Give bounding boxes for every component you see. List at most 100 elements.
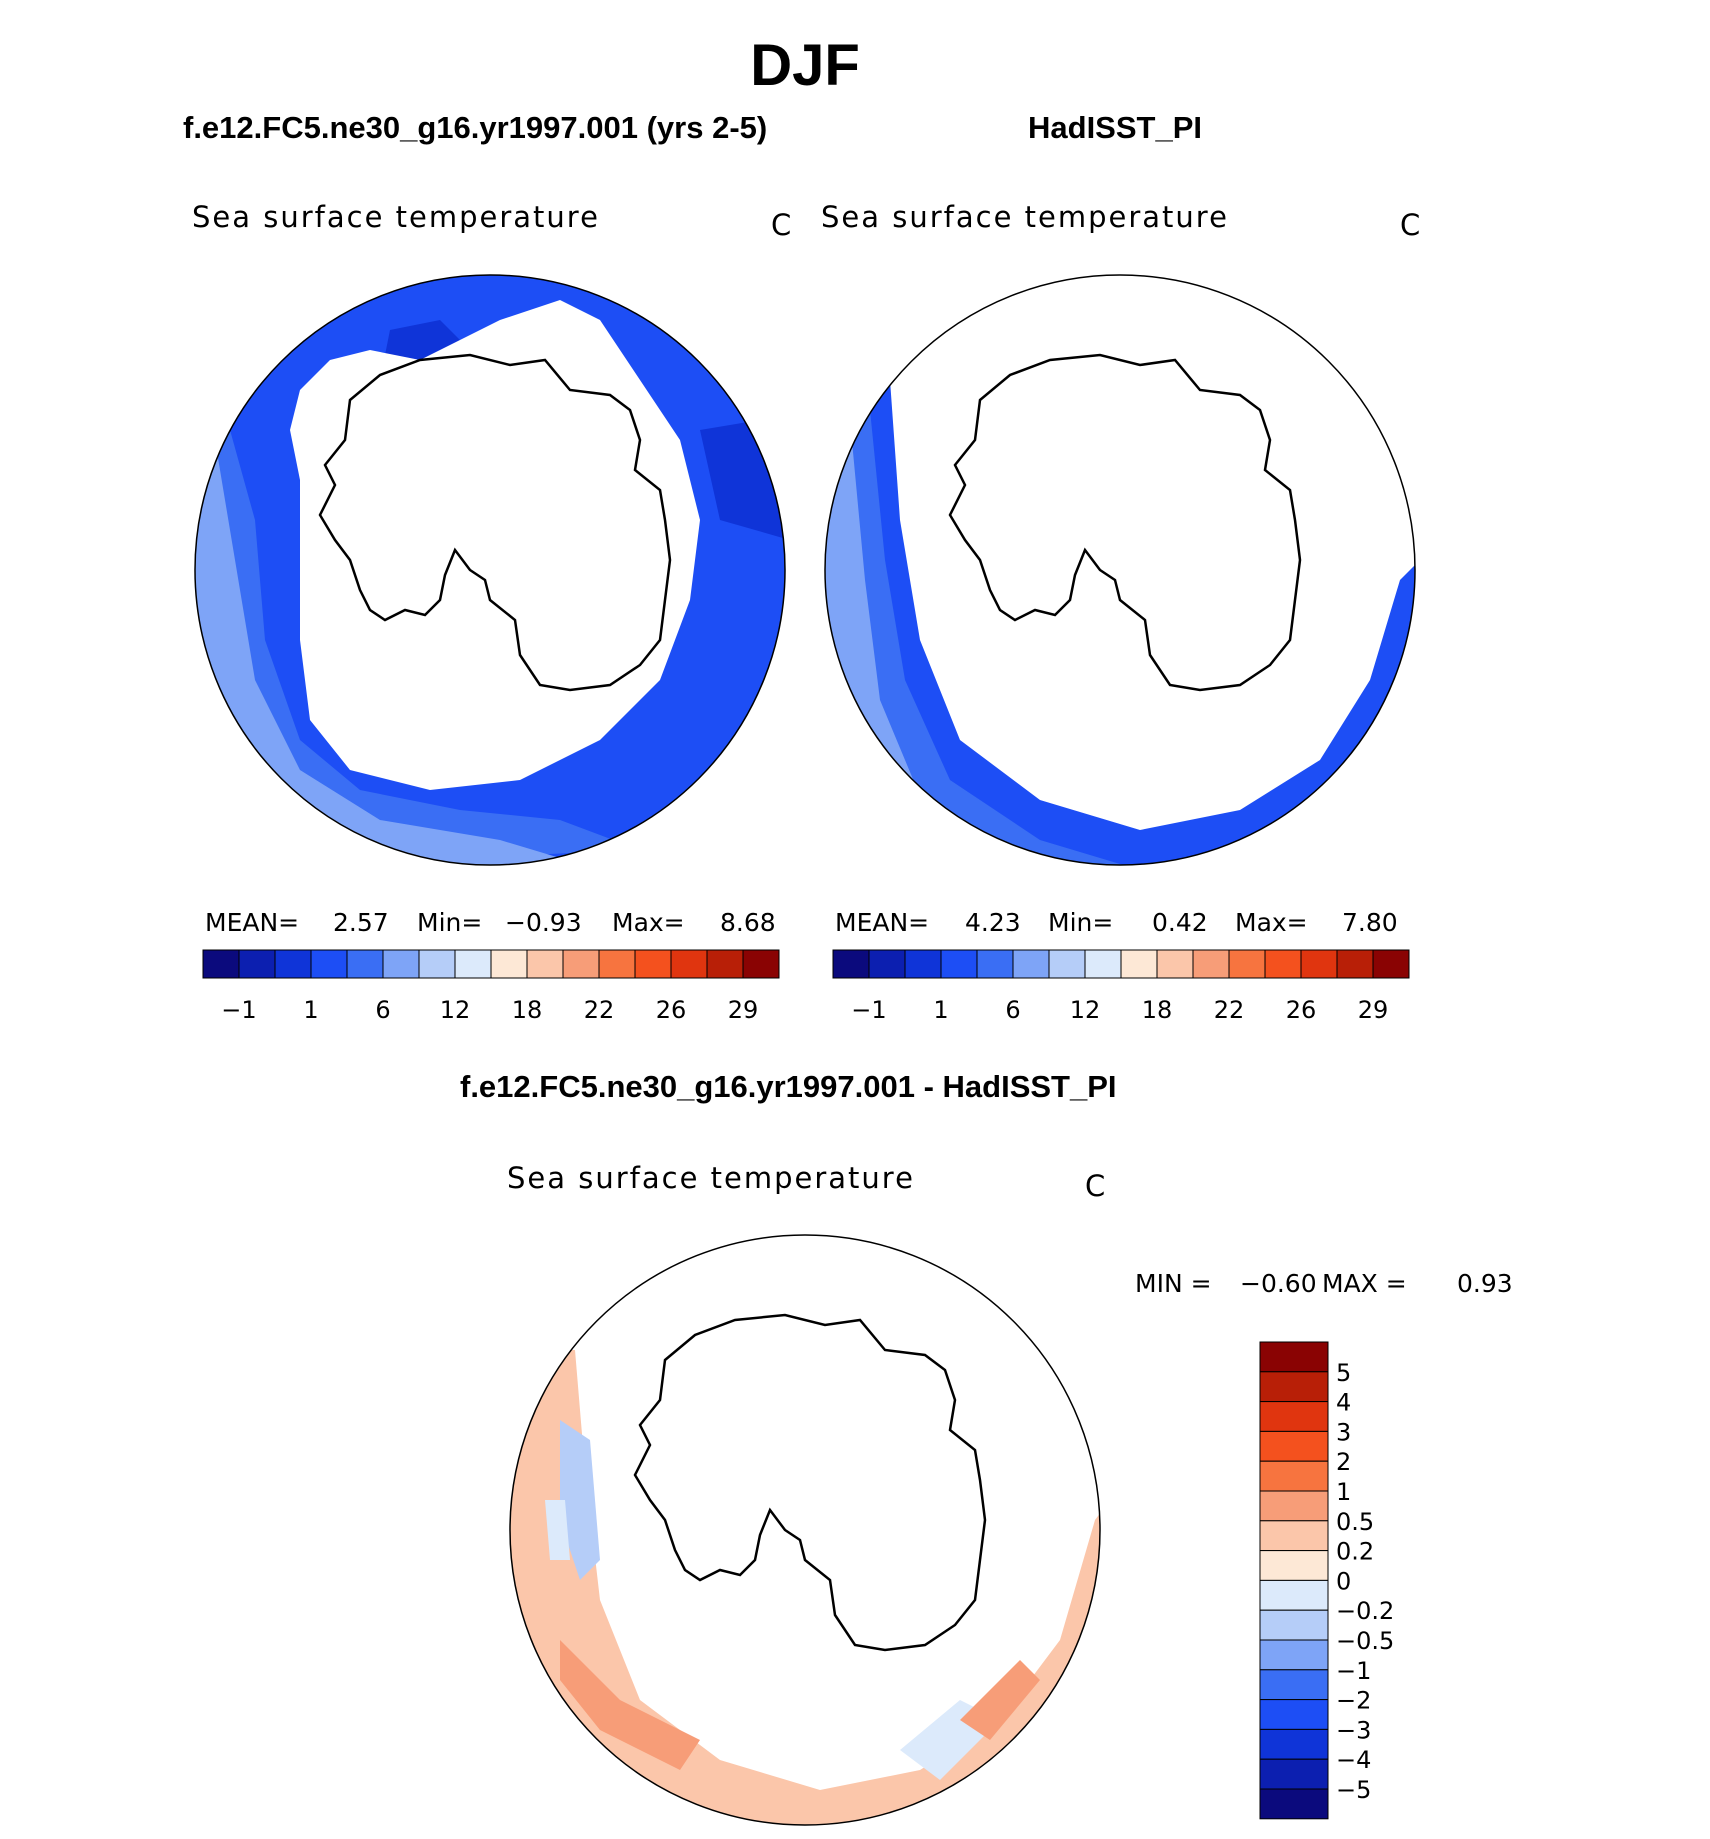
- right-colorbar-tick-label: 1: [933, 996, 948, 1024]
- right-colorbar-swatch: [1192, 949, 1230, 979]
- diff-colorbar-tick-label: 5: [1336, 1359, 1351, 1387]
- left-colorbar-tick-label: 29: [728, 996, 759, 1024]
- right-case-title: HadISST_PI: [1028, 110, 1202, 145]
- left-colorbar: −1 1 6 12 18 22 26 29: [202, 949, 780, 1024]
- diff-colorbar-swatch: [1259, 1788, 1329, 1820]
- diff-colorbar-swatch: [1259, 1728, 1329, 1760]
- right-colorbar-swatch: [832, 949, 870, 979]
- left-colorbar-swatch: [742, 949, 780, 979]
- season-title: DJF: [750, 33, 860, 98]
- right-colorbar-swatch: [1300, 949, 1338, 979]
- left-variable-label: Sea surface temperature: [192, 200, 600, 234]
- diff-colorbar-swatch: [1259, 1520, 1329, 1552]
- right-colorbar-swatch: [1084, 949, 1122, 979]
- diff-colorbar-tick-label: 3: [1336, 1418, 1351, 1446]
- left-min-value: −0.93: [505, 908, 582, 937]
- left-max-label: Max=: [612, 908, 685, 937]
- left-colorbar-swatch: [418, 949, 456, 979]
- diff-colorbar-swatch: [1259, 1579, 1329, 1611]
- right-min-value: 0.42: [1152, 908, 1208, 937]
- diff-colorbar-swatch: [1259, 1430, 1329, 1462]
- left-mean-label: MEAN=: [205, 908, 300, 937]
- right-colorbar-tick-label: 26: [1286, 996, 1317, 1024]
- diff-colorbar-tick-label: −2: [1336, 1687, 1371, 1715]
- left-colorbar-swatch: [238, 949, 276, 979]
- right-colorbar: −1 1 6 12 18 22 26 29: [832, 949, 1410, 1024]
- diff-colorbar-tick-label: 2: [1336, 1448, 1351, 1476]
- left-colorbar-swatch: [310, 949, 348, 979]
- left-colorbar-swatch: [274, 949, 312, 979]
- diff-colorbar-swatch: [1259, 1371, 1329, 1403]
- right-colorbar-swatch: [1336, 949, 1374, 979]
- diff-colorbar-tick-label: 0.5: [1336, 1508, 1374, 1536]
- left-colorbar-swatch: [526, 949, 564, 979]
- diff-colorbar-swatch: [1259, 1669, 1329, 1701]
- right-colorbar-swatch: [1228, 949, 1266, 979]
- diff-min-value: −0.60: [1240, 1269, 1317, 1298]
- diff-colorbar-swatch: [1259, 1550, 1329, 1581]
- left-colorbar-swatch: [598, 949, 636, 979]
- diff-colorbar-tick-label: −0.5: [1336, 1627, 1394, 1655]
- left-colorbar-tick-label: 18: [512, 996, 543, 1024]
- right-colorbar-tick-label: 6: [1005, 996, 1020, 1024]
- diff-colorbar-tick-label: 4: [1336, 1389, 1351, 1417]
- right-variable-label: Sea surface temperature: [821, 200, 1229, 234]
- left-colorbar-tick-label: 22: [584, 996, 615, 1024]
- diff-colorbar-swatch: [1259, 1639, 1329, 1671]
- diff-colorbar-tick-label: −4: [1336, 1746, 1371, 1774]
- diff-colorbar-swatch: [1259, 1699, 1329, 1730]
- left-colorbar-swatch: [382, 949, 420, 979]
- right-colorbar-swatch: [1048, 949, 1086, 979]
- right-colorbar-swatch: [1012, 949, 1050, 979]
- right-colorbar-tick-label: −1: [851, 996, 886, 1024]
- right-colorbar-swatch: [1156, 949, 1194, 979]
- right-mean-label: MEAN=: [835, 908, 930, 937]
- right-mean-value: 4.23: [965, 908, 1021, 937]
- left-mean-value: 2.57: [333, 908, 389, 937]
- left-colorbar-tick-label: 1: [303, 996, 318, 1024]
- left-colorbar-swatch: [346, 949, 384, 979]
- right-colorbar-swatch: [940, 949, 978, 979]
- right-max-label: Max=: [1235, 908, 1308, 937]
- diff-max-value: 0.93: [1457, 1269, 1513, 1298]
- right-max-value: 7.80: [1342, 908, 1398, 937]
- left-map: [195, 275, 785, 865]
- left-colorbar-swatch: [634, 949, 672, 979]
- right-colorbar-swatch: [904, 949, 942, 979]
- left-colorbar-tick-label: 12: [440, 996, 471, 1024]
- right-colorbar-swatch: [868, 949, 906, 979]
- right-units-label: C: [1400, 208, 1423, 242]
- diff-colorbar-tick-label: −1: [1336, 1657, 1371, 1685]
- left-colorbar-swatch: [202, 949, 240, 979]
- right-colorbar-tick-label: 12: [1070, 996, 1101, 1024]
- right-colorbar-swatch: [1372, 949, 1410, 979]
- left-colorbar-tick-label: −1: [221, 996, 256, 1024]
- left-colorbar-swatch: [454, 949, 492, 979]
- left-max-value: 8.68: [720, 908, 776, 937]
- diff-colorbar-swatch: [1259, 1401, 1329, 1432]
- right-colorbar-swatch: [976, 949, 1014, 979]
- diff-colorbar-tick-label: −0.2: [1336, 1597, 1394, 1625]
- diff-colorbar-swatch: [1259, 1341, 1329, 1373]
- left-colorbar-swatch: [706, 949, 744, 979]
- left-colorbar-tick-label: 6: [375, 996, 390, 1024]
- right-colorbar-tick-label: 22: [1214, 996, 1245, 1024]
- diff-max-label: MAX =: [1322, 1269, 1407, 1298]
- left-colorbar-swatch: [562, 949, 600, 979]
- diff-variable-label: Sea surface temperature: [507, 1161, 915, 1195]
- right-map: [825, 275, 1415, 865]
- diff-colorbar-tick-label: 1: [1336, 1478, 1351, 1506]
- diff-colorbar-swatch: [1259, 1490, 1329, 1522]
- diff-colorbar-swatch: [1259, 1758, 1329, 1790]
- diff-colorbar-tick-label: 0: [1336, 1567, 1351, 1595]
- diff-colorbar-swatch: [1259, 1609, 1329, 1641]
- diff-case-title: f.e12.FC5.ne30_g16.yr1997.001 - HadISST_…: [460, 1069, 1117, 1104]
- right-colorbar-swatch: [1120, 949, 1158, 979]
- left-colorbar-swatch: [670, 949, 708, 979]
- diff-colorbar-tick-label: −3: [1336, 1716, 1371, 1744]
- right-colorbar-tick-label: 29: [1358, 996, 1389, 1024]
- left-min-label: Min=: [417, 908, 483, 937]
- diff-units-label: C: [1085, 1169, 1108, 1203]
